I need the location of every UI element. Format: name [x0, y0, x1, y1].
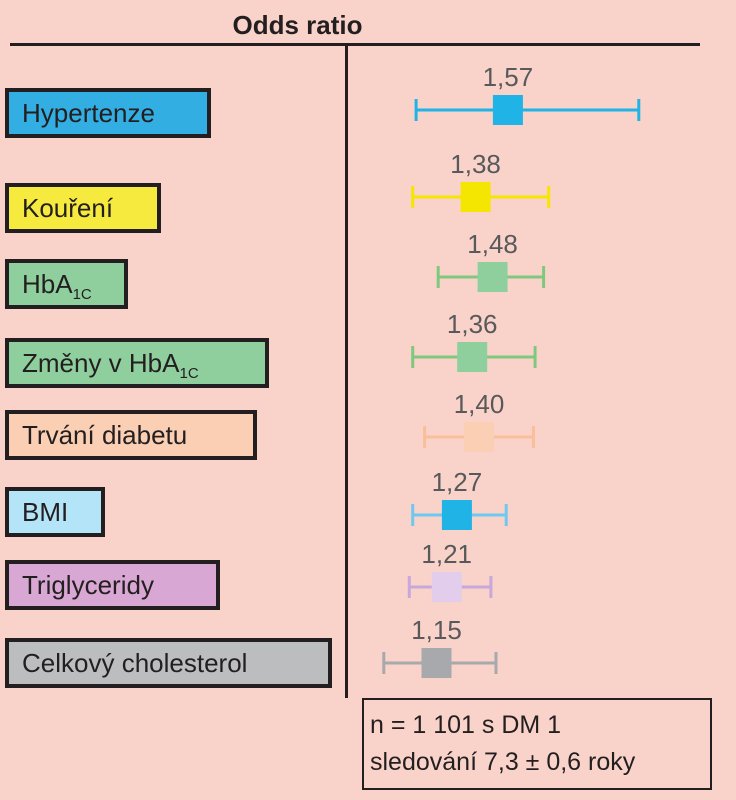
label-triglycerides-text: Triglyceridy — [22, 570, 154, 600]
or-value-triglycerides: 1,21 — [421, 539, 472, 569]
label-bmi: BMI — [5, 487, 105, 537]
note-sample-size: n = 1 101 s DM 1 — [370, 711, 562, 739]
chart-title: Odds ratio — [232, 10, 363, 40]
label-hba1c-change-text: Změny v HbA — [22, 348, 180, 378]
label-cholesterol-text: Celkový cholesterol — [22, 648, 248, 678]
or-value-bmi: 1,27 — [432, 467, 483, 497]
label-hypertension: Hypertenze — [5, 88, 211, 138]
or-value-hypertension: 1,57 — [483, 62, 534, 92]
label-smoking-text: Kouření — [22, 193, 114, 223]
reference-line — [345, 46, 348, 698]
or-value-hba1c_change: 1,36 — [447, 309, 498, 339]
or-marker-triglycerides — [431, 572, 462, 602]
label-hba1c-change-subscript: 1C — [179, 365, 199, 382]
label-hypertension-text: Hypertenze — [22, 98, 155, 128]
label-triglycerides: Triglyceridy — [5, 560, 220, 610]
or-marker-cholesterol — [421, 648, 452, 678]
or-value-hba1c: 1,48 — [467, 229, 518, 259]
or-marker-diabetes_duration — [464, 422, 494, 452]
label-diabetes-duration: Trvání diabetu — [5, 410, 257, 460]
or-value-cholesterol: 1,15 — [411, 615, 462, 645]
or-value-diabetes_duration: 1,40 — [454, 389, 505, 419]
or-marker-hba1c — [477, 262, 508, 292]
label-hba1c-text: HbA — [22, 269, 73, 299]
label-smoking: Kouření — [5, 183, 161, 233]
or-marker-hba1c_change — [457, 342, 488, 372]
label-bmi-text: BMI — [22, 497, 69, 527]
top-rule — [10, 43, 700, 46]
label-hba1c-change: Změny v HbA1C — [5, 338, 269, 388]
label-cholesterol: Celkový cholesterol — [5, 638, 332, 688]
or-marker-smoking — [460, 182, 491, 212]
label-hba1c-subscript: 1C — [72, 286, 92, 303]
or-value-smoking: 1,38 — [450, 149, 501, 179]
label-hba1c: HbA1C — [5, 259, 128, 309]
study-note: n = 1 101 s DM 1 sledování 7,3 ± 0,6 rok… — [362, 698, 712, 790]
or-marker-bmi — [441, 500, 472, 530]
note-follow-up: sledování 7,3 ± 0,6 roky — [370, 748, 636, 776]
label-diabetes-duration-text: Trvání diabetu — [22, 420, 188, 450]
or-marker-hypertension — [492, 95, 523, 125]
